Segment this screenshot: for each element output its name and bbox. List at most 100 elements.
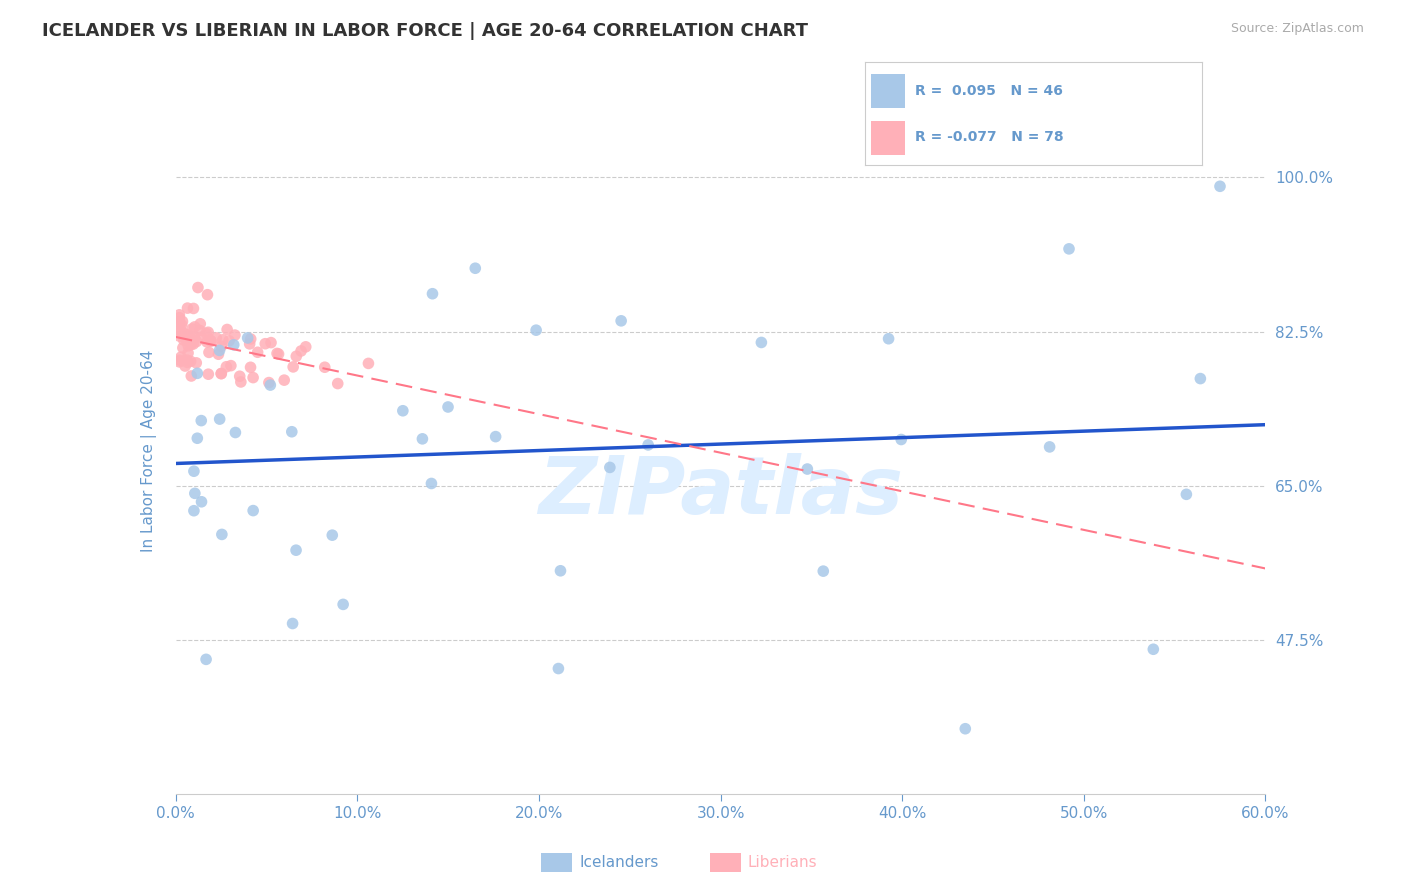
- Point: [239, 332, 262, 346]
- Point: [181, 333, 204, 347]
- Point: [222, 338, 245, 352]
- Point: [198, 345, 221, 359]
- Point: [195, 652, 218, 666]
- Point: [197, 368, 219, 382]
- Point: [170, 324, 193, 338]
- Point: [169, 329, 191, 343]
- Point: [332, 598, 354, 612]
- Point: [259, 378, 281, 392]
- Point: [524, 323, 547, 337]
- Point: [180, 337, 202, 351]
- Point: [813, 564, 835, 578]
- Point: [170, 350, 193, 364]
- Point: [173, 326, 195, 341]
- Point: [173, 333, 195, 347]
- Point: [955, 722, 977, 736]
- Y-axis label: In Labor Force | Age 20-64: In Labor Force | Age 20-64: [141, 350, 157, 551]
- Point: [181, 322, 204, 336]
- Point: [239, 337, 262, 351]
- Point: [242, 503, 264, 517]
- Point: [169, 353, 191, 368]
- Point: [877, 332, 900, 346]
- Point: [208, 343, 231, 358]
- Point: [208, 412, 231, 426]
- Point: [183, 301, 205, 316]
- Point: [190, 495, 212, 509]
- Point: [224, 425, 246, 440]
- Point: [1142, 642, 1164, 657]
- Point: [290, 343, 312, 358]
- Point: [246, 345, 269, 359]
- Point: [169, 324, 191, 338]
- Point: [637, 438, 659, 452]
- Point: [183, 330, 205, 344]
- Point: [260, 335, 283, 350]
- FancyBboxPatch shape: [872, 74, 905, 108]
- Point: [1039, 440, 1062, 454]
- Point: [285, 349, 308, 363]
- Point: [485, 429, 508, 443]
- FancyBboxPatch shape: [872, 121, 905, 155]
- Text: R =  0.095   N = 46: R = 0.095 N = 46: [915, 84, 1063, 97]
- Point: [283, 359, 305, 374]
- Point: [281, 425, 304, 439]
- Point: [176, 333, 198, 347]
- Point: [186, 356, 208, 370]
- Point: [184, 486, 207, 500]
- Point: [187, 280, 209, 294]
- Point: [169, 316, 191, 330]
- Point: [176, 355, 198, 369]
- Point: [267, 347, 290, 361]
- Point: [411, 432, 433, 446]
- Point: [254, 336, 277, 351]
- Point: [437, 400, 460, 414]
- Point: [183, 504, 205, 518]
- Text: R = -0.077   N = 78: R = -0.077 N = 78: [915, 130, 1064, 144]
- Point: [610, 314, 633, 328]
- Point: [181, 337, 204, 351]
- Point: [190, 330, 212, 344]
- Point: [170, 318, 193, 332]
- Point: [197, 287, 219, 301]
- Point: [357, 356, 380, 370]
- Point: [172, 314, 194, 328]
- Point: [180, 354, 202, 368]
- Point: [215, 359, 238, 374]
- Point: [224, 328, 246, 343]
- Point: [209, 367, 232, 381]
- Point: [200, 334, 222, 348]
- Point: [207, 347, 229, 361]
- Point: [180, 369, 202, 384]
- Point: [197, 325, 219, 339]
- Point: [1175, 487, 1198, 501]
- Point: [420, 476, 443, 491]
- Point: [285, 543, 308, 558]
- Point: [314, 360, 336, 375]
- Point: [422, 286, 444, 301]
- Point: [273, 373, 295, 387]
- Point: [229, 375, 252, 389]
- Text: Icelanders: Icelanders: [579, 855, 658, 870]
- Point: [169, 308, 191, 322]
- Point: [326, 376, 349, 391]
- Point: [751, 335, 773, 350]
- Point: [195, 326, 218, 341]
- Point: [188, 323, 211, 337]
- Point: [186, 431, 208, 445]
- Point: [169, 355, 191, 369]
- Point: [177, 346, 200, 360]
- Point: [174, 359, 197, 373]
- Point: [266, 346, 288, 360]
- Point: [228, 369, 250, 384]
- Point: [205, 331, 228, 345]
- Point: [294, 340, 316, 354]
- Point: [239, 360, 262, 375]
- Point: [218, 334, 240, 348]
- Point: [177, 331, 200, 345]
- Text: ICELANDER VS LIBERIAN IN LABOR FORCE | AGE 20-64 CORRELATION CHART: ICELANDER VS LIBERIAN IN LABOR FORCE | A…: [42, 22, 808, 40]
- Point: [599, 460, 621, 475]
- Point: [236, 331, 259, 345]
- Point: [169, 310, 191, 325]
- Point: [209, 339, 232, 353]
- Point: [176, 301, 198, 315]
